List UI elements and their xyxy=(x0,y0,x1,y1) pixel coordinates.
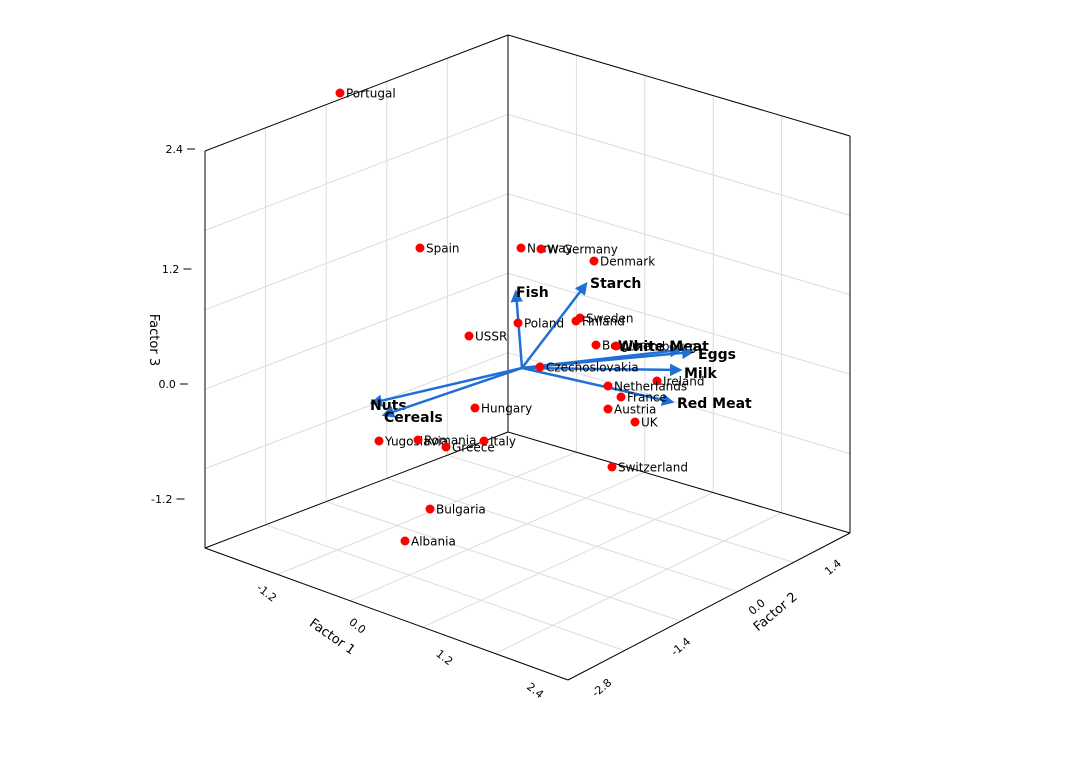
point-label: Portugal xyxy=(346,87,396,101)
point-label: UK xyxy=(641,416,659,430)
data-point xyxy=(571,316,581,326)
point-label: Netherlands xyxy=(614,380,687,394)
z-tick-label: -1.2 xyxy=(151,493,172,506)
grid-line xyxy=(350,471,645,602)
grid-line xyxy=(326,501,681,622)
grid-line xyxy=(495,512,782,655)
grid-line xyxy=(507,113,851,216)
data-point xyxy=(589,256,599,266)
point-label: Hungary xyxy=(481,402,532,416)
grid-line xyxy=(204,193,509,311)
data-point xyxy=(535,362,545,372)
data-point xyxy=(630,417,640,427)
z-tick-label: 2.4 xyxy=(166,143,184,156)
point-label: Denmark xyxy=(600,255,655,269)
vector-arrow xyxy=(381,366,523,418)
x-tick-label: 1.2 xyxy=(433,647,455,668)
data-point xyxy=(513,318,523,328)
grid-line xyxy=(204,113,509,231)
point-label: Switzerland xyxy=(618,461,688,475)
x-tick-label: -1.2 xyxy=(254,581,279,604)
data-point xyxy=(441,442,451,452)
tick-layer: 2.41.20.0-1.2-1.20.01.22.41.40.0-1.4-2.8 xyxy=(151,143,844,701)
vector-label: Eggs xyxy=(698,347,736,363)
point-label: Greece xyxy=(452,441,495,455)
point-label: Romania xyxy=(424,434,476,448)
point-label: Italy xyxy=(490,435,516,449)
y-tick-label: -2.8 xyxy=(589,676,614,700)
grid-line xyxy=(507,193,851,296)
frame-edge xyxy=(567,532,851,681)
x-tick-label: 0.0 xyxy=(346,615,368,636)
z-tick-label: 0.0 xyxy=(158,378,176,391)
vector-arrow xyxy=(521,366,675,406)
data-point xyxy=(516,243,526,253)
grid-line xyxy=(507,272,851,375)
vector-arrow xyxy=(521,346,695,370)
data-point xyxy=(603,404,613,414)
point-label: Spain xyxy=(426,242,460,256)
data-point xyxy=(611,341,621,351)
data-point xyxy=(479,436,489,446)
y-tick-label: -1.4 xyxy=(668,635,693,659)
frame-edge xyxy=(507,431,851,534)
point-label: Austria xyxy=(614,403,656,417)
data-point xyxy=(652,376,662,386)
data-point xyxy=(400,536,410,546)
frame-edge xyxy=(204,431,509,549)
grid-line xyxy=(204,352,509,470)
point-label: Poland xyxy=(524,317,564,331)
data-point xyxy=(607,462,617,472)
data-point xyxy=(536,244,546,254)
point-label: Czechoslovakia xyxy=(546,361,639,375)
grid-line xyxy=(422,492,714,628)
data-point xyxy=(335,88,345,98)
x-tick-label: 2.4 xyxy=(524,680,546,701)
vector-label: Milk xyxy=(684,366,718,382)
frame-edge xyxy=(204,34,509,152)
point-label: Luxembourg xyxy=(622,340,697,354)
point-label: Bulgaria xyxy=(436,503,486,517)
data-point xyxy=(413,435,423,445)
grid-layer xyxy=(204,55,851,655)
frame-edge xyxy=(204,547,569,681)
data-point xyxy=(374,436,384,446)
vector-arrow xyxy=(521,282,588,369)
point-label: Ireland xyxy=(663,375,705,389)
frame-edge xyxy=(507,34,851,137)
point-label: W Germany xyxy=(547,243,618,257)
point-label: USSR xyxy=(475,330,507,344)
grid-line xyxy=(386,477,738,593)
y-tick-label: 1.4 xyxy=(822,557,844,578)
point-label: France xyxy=(627,391,667,405)
data-point xyxy=(415,243,425,253)
axis-frame xyxy=(204,34,851,681)
vector-label: Cereals xyxy=(384,410,443,426)
data-point xyxy=(603,381,613,391)
vector-arrow xyxy=(510,289,524,369)
vector-label: Fish xyxy=(516,285,549,301)
vector-arrow xyxy=(369,366,523,407)
data-point xyxy=(591,340,601,350)
data-point xyxy=(470,403,480,413)
grid-line xyxy=(204,272,509,390)
grid-line xyxy=(265,524,625,652)
point-label: Albania xyxy=(411,535,456,549)
vector-label: Red Meat xyxy=(677,396,752,412)
z-axis-title: Factor 3 xyxy=(146,314,161,366)
data-point xyxy=(425,504,435,514)
grid-line xyxy=(277,451,577,575)
vector-label: Starch xyxy=(590,276,641,292)
z-tick-label: 1.2 xyxy=(162,263,180,276)
data-point xyxy=(616,392,626,402)
grid-line xyxy=(447,454,794,563)
point-label: Sweden xyxy=(586,312,633,326)
data-point xyxy=(464,331,474,341)
point-label: Finland xyxy=(582,315,625,329)
vector-arrow xyxy=(521,363,683,377)
